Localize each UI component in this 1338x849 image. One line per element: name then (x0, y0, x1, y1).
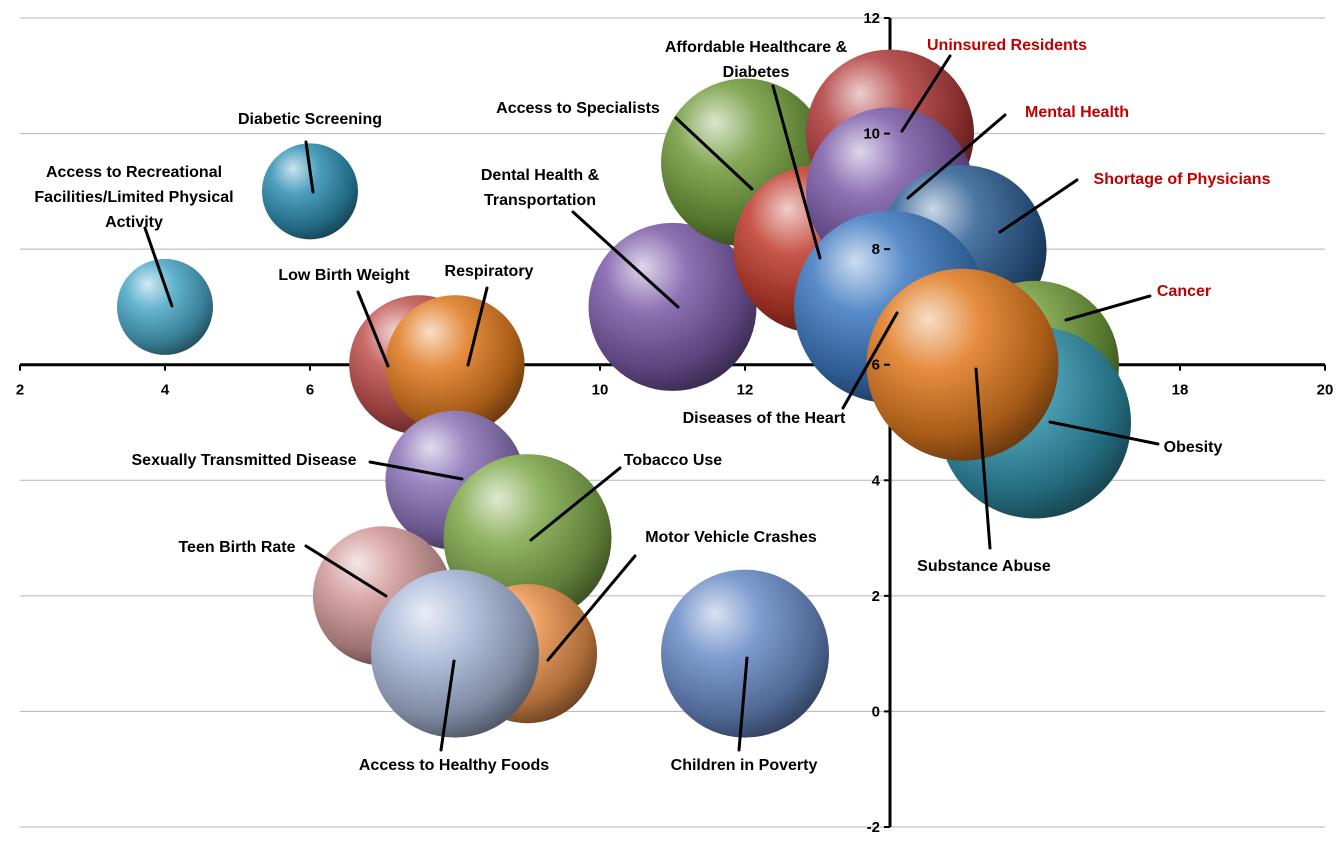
leader-line-access-to-specialists (674, 116, 754, 191)
leader-line-sexually-transmitted-disease (368, 460, 464, 481)
y-tick-label: 2 (872, 588, 880, 605)
label-line: Dental Health & (481, 167, 600, 184)
leader-line-uninsured-residents (900, 54, 952, 133)
x-tick-label: 12 (737, 382, 754, 399)
label-diabetic-screening: Diabetic Screening (238, 111, 382, 128)
bubble-access-to-recreational-facilities-limited-physical-activity (117, 258, 213, 355)
label-access-to-recreational-facilities-limited-physical-activity: Access to Recreational Facilities/Limited… (34, 164, 233, 231)
x-tick-label: 18 (1172, 382, 1189, 399)
leader-line-substance-abuse (974, 367, 992, 550)
y-ticks: -2 0 2 4 6 8 10 12 (863, 10, 890, 836)
leader-line-obesity (1048, 420, 1160, 446)
y-tick-label: 6 (872, 357, 880, 374)
y-tick-label: 4 (872, 472, 881, 489)
label-line: Activity (105, 214, 163, 231)
label-dental-health-and-transportation: Dental Health & Transportation (481, 167, 600, 209)
label-line: Diabetes (723, 64, 790, 81)
bubble-labels: Access to Recreational Facilities/Limited… (34, 37, 1270, 774)
label-obesity: Obesity (1164, 439, 1223, 456)
leader-line-mental-health (906, 113, 1007, 200)
label-line: Facilities/Limited Physical (34, 189, 233, 206)
x-tick-label: 4 (161, 382, 170, 399)
label-uninsured-residents: Uninsured Residents (927, 37, 1087, 54)
y-tick-label: 8 (872, 241, 880, 258)
label-cancer: Cancer (1157, 283, 1211, 300)
leader-line-motor-vehicle-crashes (546, 554, 637, 662)
label-teen-birth-rate: Teen Birth Rate (178, 539, 295, 556)
bubble-access-to-healthy-foods (371, 569, 539, 738)
y-tick-label: 10 (863, 126, 880, 143)
y-tick-label: 12 (863, 10, 880, 27)
label-motor-vehicle-crashes: Motor Vehicle Crashes (645, 529, 817, 546)
leader-line-access-to-recreational-facilities-limited-physical-activity (143, 226, 174, 308)
leader-line-low-birth-weight (356, 290, 390, 368)
x-tick-label: 20 (1317, 382, 1334, 399)
label-respiratory: Respiratory (445, 263, 534, 280)
label-access-to-specialists: Access to Specialists (496, 100, 660, 117)
leader-line-tobacco-use (529, 466, 622, 542)
label-low-birth-weight: Low Birth Weight (278, 267, 410, 284)
label-line: Affordable Healthcare & (665, 39, 848, 56)
y-tick-label: -2 (867, 819, 880, 836)
x-tick-label: 2 (16, 382, 24, 399)
label-sexually-transmitted-disease: Sexually Transmitted Disease (132, 452, 357, 469)
leader-line-diabetic-screening (304, 140, 315, 194)
bubble-diabetic-screening (262, 143, 358, 240)
bubbles (117, 49, 1131, 738)
leader-line-cancer (1064, 294, 1152, 322)
bubble-children-in-poverty (661, 569, 829, 738)
leader-line-respiratory (466, 286, 489, 367)
leader-line-diseases-of-the-heart (841, 311, 899, 410)
bubble-respiratory (385, 295, 525, 435)
label-line: Transportation (484, 192, 596, 209)
label-access-to-healthy-foods: Access to Healthy Foods (359, 757, 549, 774)
label-children-in-poverty: Children in Poverty (671, 757, 818, 774)
y-tick-label: 0 (872, 703, 880, 720)
leader-line-teen-birth-rate (304, 544, 388, 598)
label-tobacco-use: Tobacco Use (624, 452, 723, 469)
label-diseases-of-the-heart: Diseases of the Heart (683, 410, 846, 427)
bubble-substance-abuse (866, 268, 1059, 461)
leader-line-shortage-of-physicians (998, 178, 1079, 234)
leader-line-access-to-healthy-foods (439, 659, 456, 752)
x-tick-label: 10 (592, 382, 609, 399)
leader-line-affordable-healthcare-and-diabetes (771, 84, 822, 260)
leader-lines (143, 54, 1160, 752)
leader-line-children-in-poverty (737, 656, 749, 752)
label-substance-abuse: Substance Abuse (917, 558, 1051, 575)
label-shortage-of-physicians: Shortage of Physicians (1094, 171, 1271, 188)
label-mental-health: Mental Health (1025, 104, 1129, 121)
leader-line-dental-health-and-transportation (571, 210, 680, 309)
label-affordable-healthcare-and-diabetes: Affordable Healthcare & Diabetes (665, 39, 848, 81)
x-tick-label: 6 (306, 382, 314, 399)
label-line: Access to Recreational (46, 164, 222, 181)
